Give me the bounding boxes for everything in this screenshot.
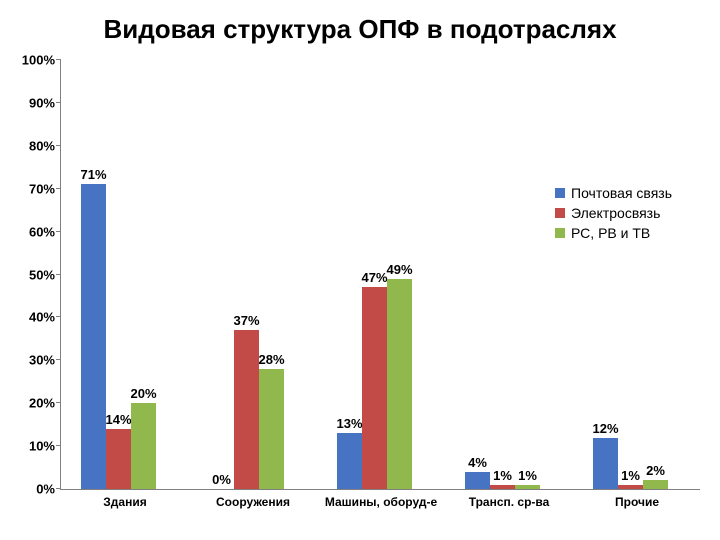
bar-value-label: 0% bbox=[212, 472, 231, 487]
y-tick-label: 0% bbox=[36, 482, 55, 497]
category-label: Здания bbox=[103, 495, 146, 509]
bar: 28% bbox=[259, 369, 284, 489]
y-tick-label: 60% bbox=[29, 224, 55, 239]
bar-value-label: 12% bbox=[592, 421, 618, 436]
y-tick-label: 90% bbox=[29, 95, 55, 110]
bar-value-label: 20% bbox=[130, 386, 156, 401]
legend-label: РС, РВ и ТВ bbox=[571, 225, 650, 241]
legend-item: Электросвязь bbox=[555, 205, 672, 221]
bar-group: 0%37%28%Сооружения bbox=[189, 60, 317, 489]
legend-label: Электросвязь bbox=[571, 205, 660, 221]
legend-swatch bbox=[555, 228, 565, 238]
legend-label: Почтовая связь bbox=[571, 185, 672, 201]
bar-value-label: 14% bbox=[105, 412, 131, 427]
bar-group: 71%14%20%Здания bbox=[61, 60, 189, 489]
bar-group: 13%47%49%Машины, оборуд-е bbox=[317, 60, 445, 489]
y-tick-label: 100% bbox=[22, 53, 55, 68]
bar-group: 12%1%2%Прочие bbox=[573, 60, 701, 489]
bar: 49% bbox=[387, 279, 412, 489]
bar: 2% bbox=[643, 480, 668, 489]
bar: 47% bbox=[362, 287, 387, 489]
legend: Почтовая связь Электросвязь РС, РВ и ТВ bbox=[555, 185, 672, 245]
bar: 20% bbox=[131, 403, 156, 489]
category-label: Сооружения bbox=[216, 495, 290, 509]
category-label: Трансп. ср-ва bbox=[469, 495, 550, 509]
bar-group: 4%1%1%Трансп. ср-ва bbox=[445, 60, 573, 489]
bar-value-label: 1% bbox=[518, 468, 537, 483]
legend-item: РС, РВ и ТВ bbox=[555, 225, 672, 241]
bar-value-label: 49% bbox=[386, 262, 412, 277]
bar: 1% bbox=[618, 485, 643, 489]
y-tick-label: 50% bbox=[29, 267, 55, 282]
bar-value-label: 47% bbox=[361, 270, 387, 285]
category-label: Прочие bbox=[615, 495, 659, 509]
bar: 14% bbox=[106, 429, 131, 489]
bar-value-label: 37% bbox=[233, 313, 259, 328]
bar-value-label: 4% bbox=[468, 455, 487, 470]
bar: 37% bbox=[234, 330, 259, 489]
y-tick-label: 70% bbox=[29, 181, 55, 196]
chart-title: Видовая структура ОПФ в подотраслях bbox=[0, 14, 720, 45]
legend-item: Почтовая связь bbox=[555, 185, 672, 201]
y-tick-label: 20% bbox=[29, 396, 55, 411]
y-tick-label: 30% bbox=[29, 353, 55, 368]
bar-value-label: 71% bbox=[80, 167, 106, 182]
bar: 1% bbox=[490, 485, 515, 489]
y-tick-label: 80% bbox=[29, 138, 55, 153]
legend-swatch bbox=[555, 188, 565, 198]
bar-value-label: 1% bbox=[493, 468, 512, 483]
bar: 4% bbox=[465, 472, 490, 489]
bar-value-label: 28% bbox=[258, 352, 284, 367]
y-tick-label: 40% bbox=[29, 310, 55, 325]
y-tick-label: 10% bbox=[29, 439, 55, 454]
category-label: Машины, оборуд-е bbox=[325, 495, 437, 509]
bar: 1% bbox=[515, 485, 540, 489]
bar: 13% bbox=[337, 433, 362, 489]
bar-value-label: 2% bbox=[646, 463, 665, 478]
bar: 71% bbox=[81, 184, 106, 489]
bar-value-label: 13% bbox=[336, 416, 362, 431]
chart-plot-area: 0%10%20%30%40%50%60%70%80%90%100% 71%14%… bbox=[60, 60, 700, 490]
bar: 12% bbox=[593, 438, 618, 489]
legend-swatch bbox=[555, 208, 565, 218]
bar-value-label: 1% bbox=[621, 468, 640, 483]
